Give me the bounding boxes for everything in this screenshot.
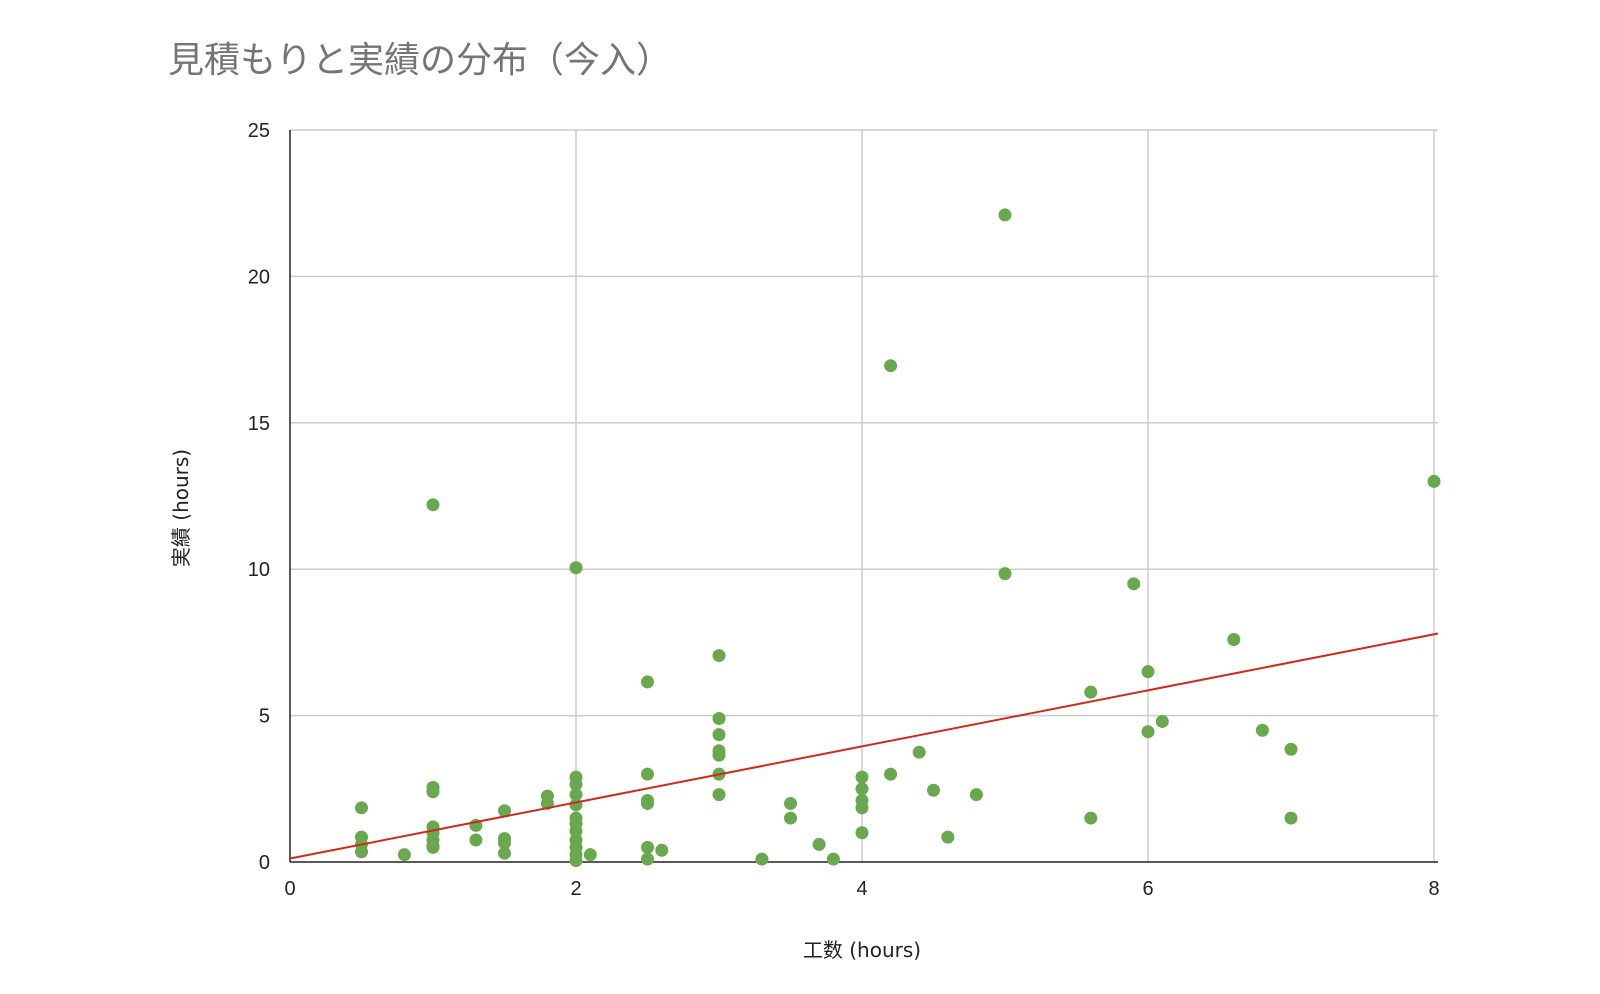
data-point [498, 846, 511, 860]
data-point [426, 785, 440, 799]
chart-title: 見積もりと実績の分布（今入） [168, 40, 672, 81]
data-point [884, 359, 898, 373]
data-point [498, 836, 511, 850]
data-point [712, 788, 726, 802]
data-point [1127, 577, 1141, 591]
x-tick-label: 6 [1142, 878, 1153, 900]
data-point [583, 848, 597, 862]
y-tick-label: 0 [259, 852, 270, 874]
x-tick-label: 8 [1428, 878, 1439, 900]
axes [289, 130, 1438, 863]
trendline-group [289, 632, 1439, 860]
data-point [569, 561, 583, 575]
data-point [569, 798, 583, 812]
data-point [1255, 723, 1269, 737]
gridlines [290, 129, 1438, 862]
y-tick-label: 10 [248, 559, 270, 581]
data-point [912, 745, 926, 759]
data-point [712, 712, 726, 726]
x-axis-label: 工数 (hours) [803, 938, 921, 962]
data-point [1284, 811, 1298, 825]
data-point [355, 845, 368, 859]
data-point [1141, 725, 1155, 739]
data-point [498, 804, 511, 818]
data-point [641, 840, 654, 854]
data-point [969, 788, 983, 802]
y-tick-label: 15 [248, 413, 270, 435]
data-point [826, 852, 840, 866]
x-tick-label: 2 [570, 878, 581, 900]
data-point [712, 649, 726, 663]
data-point [784, 811, 797, 825]
data-point [426, 840, 440, 854]
data-point [1084, 811, 1098, 825]
x-tick-labels: 0 2 4 6 8 [284, 878, 1439, 900]
y-tick-label: 5 [259, 706, 270, 728]
data-point [712, 728, 726, 742]
data-point [941, 830, 955, 844]
x-tick-label: 0 [284, 878, 295, 900]
y-tick-label: 20 [248, 266, 270, 288]
data-point [998, 208, 1012, 222]
data-point [1227, 632, 1241, 646]
data-point [855, 801, 869, 815]
y-tick-labels: 0 5 10 15 20 25 [248, 120, 270, 874]
data-point [569, 777, 583, 791]
data-point [469, 833, 483, 847]
data-point [655, 843, 669, 857]
data-point [784, 796, 797, 810]
data-point [755, 852, 769, 866]
data-point [884, 767, 898, 781]
data-point [1284, 742, 1298, 756]
data-point [397, 848, 411, 862]
data-point [426, 498, 440, 512]
data-point [812, 837, 826, 851]
data-point [569, 788, 583, 802]
x-tick-label: 4 [856, 878, 867, 900]
data-point [641, 675, 654, 689]
data-point [855, 770, 869, 784]
data-point [1141, 665, 1155, 679]
data-point [355, 801, 368, 815]
data-point [855, 826, 869, 840]
data-point [569, 854, 583, 868]
data-point [1427, 474, 1441, 488]
data-point [1155, 714, 1169, 728]
data-point [855, 782, 869, 796]
y-axis-label: 実績 (hours) [169, 449, 193, 567]
data-point [998, 567, 1012, 581]
data-point [641, 796, 654, 810]
data-points [355, 208, 1441, 868]
trendline [289, 632, 1439, 860]
data-point [641, 852, 654, 866]
data-point [1084, 685, 1098, 699]
data-point [641, 767, 654, 781]
data-point [712, 748, 726, 762]
data-point [927, 783, 940, 797]
y-tick-label: 25 [248, 120, 270, 142]
